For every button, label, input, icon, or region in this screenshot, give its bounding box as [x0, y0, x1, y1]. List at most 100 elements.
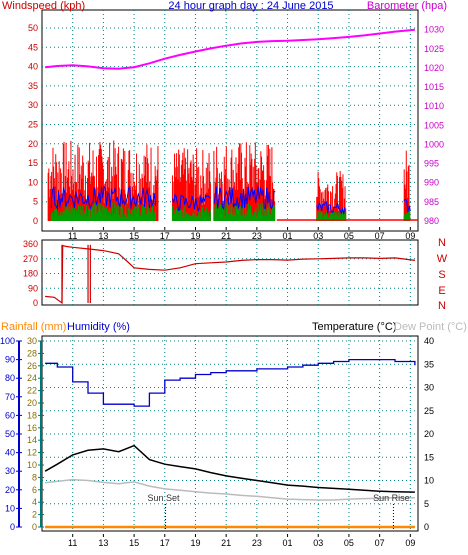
- humidity-tick-label: 90: [5, 355, 15, 365]
- rainfall-tick-label: 20: [27, 398, 37, 408]
- humidity-tick-label: 60: [5, 410, 15, 420]
- rainfall-tick-label: 10: [27, 460, 37, 470]
- barometer-tick-label: 1000: [424, 139, 444, 149]
- direction-tick-label: 180: [23, 269, 38, 279]
- humidity-axis-title: Humidity (%): [67, 321, 130, 333]
- temperature-tick-label: 15: [424, 452, 434, 462]
- humidity-tick-label: 80: [5, 373, 15, 383]
- x-tick-label: 01: [283, 231, 293, 241]
- humidity-tick-label: 30: [5, 466, 15, 476]
- barometer-tick-label: 995: [424, 159, 439, 169]
- wind-tick-label: 10: [28, 177, 38, 187]
- wind-tick-label: 45: [28, 42, 38, 52]
- wind-tick-label: 30: [28, 100, 38, 110]
- wind-tick-label: 35: [28, 81, 38, 91]
- barometer-tick-label: 1025: [424, 44, 444, 54]
- wind-tick-label: 25: [28, 120, 38, 130]
- wind-average-line: [316, 201, 346, 215]
- humidity-tick-label: 50: [5, 429, 15, 439]
- compass-label: S: [438, 269, 445, 281]
- barometer-tick-label: 1005: [424, 120, 444, 130]
- wind-tick-label: 20: [28, 139, 38, 149]
- rainfall-tick-label: 26: [27, 361, 37, 371]
- humidity-tick-label: 10: [5, 503, 15, 513]
- x-tick-label: 05: [344, 538, 354, 548]
- wind-direction-line: [45, 244, 415, 305]
- humidity-tick-label: 20: [5, 485, 15, 495]
- x-tick-label: 17: [160, 538, 170, 548]
- rainfall-tick-label: 6: [32, 485, 37, 495]
- rainfall-tick-label: 12: [27, 448, 37, 458]
- humidity-tick-label: 70: [5, 392, 15, 402]
- x-tick-label: 17: [160, 231, 170, 241]
- barometer-tick-label: 1015: [424, 82, 444, 92]
- wind-tick-label: 5: [33, 197, 38, 207]
- wind-average-line: [403, 198, 411, 212]
- x-tick-label: 01: [283, 538, 293, 548]
- humidity-tick-label: 100: [0, 336, 15, 346]
- wind-tick-label: 0: [33, 216, 38, 226]
- rainfall-tick-label: 0: [32, 522, 37, 532]
- wind-average-line: [213, 186, 276, 210]
- wind-axis-title: Windspeed (kph): [2, 0, 85, 12]
- x-tick-label: 07: [375, 231, 385, 241]
- compass-label: E: [438, 285, 445, 297]
- humidity-line: [45, 358, 416, 407]
- compass-label: W: [437, 253, 448, 265]
- temperature-tick-label: 10: [424, 476, 434, 486]
- direction-tick-label: 0: [33, 298, 38, 308]
- barometer-tick-label: 1030: [424, 25, 444, 35]
- x-tick-label: 19: [190, 538, 200, 548]
- x-tick-label: 11: [68, 231, 77, 241]
- direction-tick-label: 270: [23, 254, 38, 264]
- rainfall-tick-label: 22: [27, 386, 37, 396]
- x-tick-label: 19: [190, 231, 200, 241]
- x-tick-label: 13: [98, 538, 108, 548]
- barometer-tick-label: 1020: [424, 63, 444, 73]
- barometer-line: [45, 28, 415, 70]
- direction-panel-frame: [41, 239, 419, 306]
- temperature-line: [44, 444, 415, 493]
- sun-marker-label: Sun Rise: [373, 493, 410, 503]
- x-tick-label: 23: [252, 231, 262, 241]
- x-tick-label: 15: [129, 538, 139, 548]
- barometer-tick-label: 1010: [424, 101, 444, 111]
- rainfall-tick-label: 30: [27, 336, 37, 346]
- x-tick-label: 23: [252, 538, 262, 548]
- wind-tick-label: 15: [28, 158, 38, 168]
- temperature-axis-title: Temperature (°C): [312, 321, 396, 333]
- barometer-axis-title: Barometer (hpa): [367, 0, 447, 12]
- sun-marker-label: Sun Set: [148, 493, 181, 503]
- compass-label: N: [438, 237, 446, 249]
- rainfall-tick-label: 28: [27, 348, 37, 358]
- barometer-tick-label: 980: [424, 216, 439, 226]
- wind-tick-label: 50: [28, 23, 38, 33]
- chart-title: 24 hour graph day : 24 June 2015: [168, 0, 333, 12]
- temperature-tick-label: 20: [424, 429, 434, 439]
- temperature-tick-label: 30: [424, 383, 434, 393]
- dew-point-axis-title: Dew Point (°C): [394, 321, 467, 333]
- rainfall-tick-label: 2: [32, 510, 37, 520]
- rainfall-axis-title: Rainfall (mm): [1, 321, 66, 333]
- barometer-tick-label: 985: [424, 197, 439, 207]
- rainfall-tick-label: 18: [27, 410, 37, 420]
- dew-point-line: [45, 478, 415, 501]
- x-tick-label: 15: [129, 231, 139, 241]
- wind-average-line: [50, 185, 157, 211]
- temperature-tick-label: 40: [424, 336, 434, 346]
- x-tick-label: 03: [313, 538, 323, 548]
- temperature-tick-label: 25: [424, 406, 434, 416]
- x-tick-label: 03: [313, 231, 323, 241]
- rainfall-tick-label: 16: [27, 423, 37, 433]
- wind-tick-label: 40: [28, 62, 38, 72]
- rainfall-tick-label: 24: [27, 373, 37, 383]
- x-tick-label: 13: [98, 231, 108, 241]
- rainfall-tick-label: 4: [32, 497, 37, 507]
- x-tick-label: 21: [221, 231, 231, 241]
- x-tick-label: 21: [221, 538, 231, 548]
- wind-average-line: [171, 193, 211, 212]
- plot-layer: 0510152025303540455098098599099510001005…: [0, 10, 448, 548]
- direction-tick-label: 90: [28, 283, 38, 293]
- x-tick-label: 09: [405, 538, 415, 548]
